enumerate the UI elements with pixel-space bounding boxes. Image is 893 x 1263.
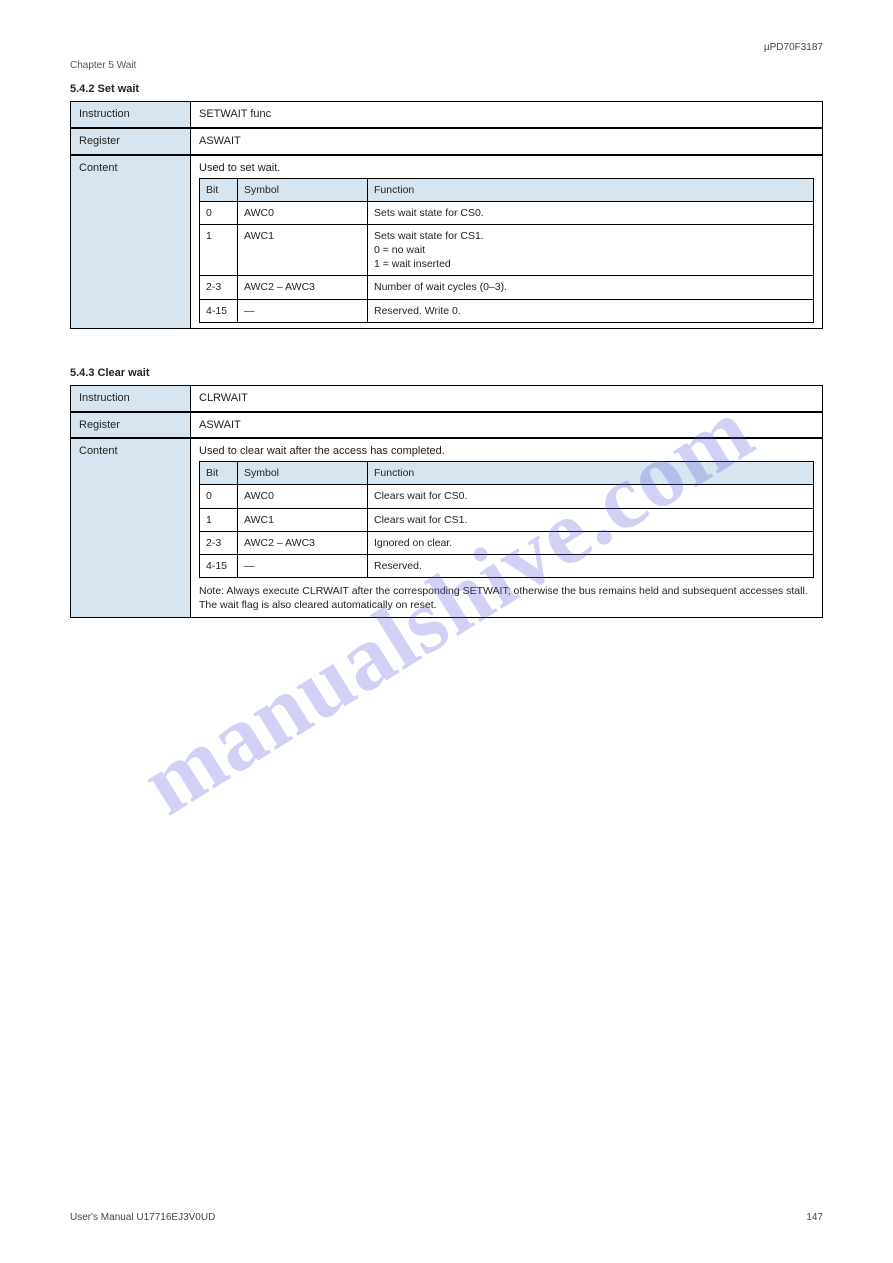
page-body: Chapter 5 Wait 5.4.2 Set wait Instructio… [0, 0, 893, 658]
note-2: Note: Always execute CLRWAIT after the c… [199, 584, 814, 612]
table-row: 1 AWC1 Sets wait state for CS1. 0 = no w… [200, 224, 814, 276]
inner2-h-bit: Bit [200, 462, 238, 485]
table-row: 4-15 — Reserved. Write 0. [200, 299, 814, 322]
footer-right: 147 [806, 1212, 823, 1223]
value-instruction-1: SETWAIT func [191, 102, 823, 128]
table-row: 2-3 AWC2 – AWC3 Ignored on clear. [200, 531, 814, 554]
content-intro-2: Used to clear wait after the access has … [199, 444, 814, 459]
inner2-h-function: Function [368, 462, 814, 485]
label-register-1: Register [71, 128, 191, 155]
table-row: 1 AWC1 Clears wait for CS1. [200, 508, 814, 531]
inner1-body: 0 AWC0 Sets wait state for CS0. 1 AWC1 S… [200, 201, 814, 322]
label-content-2: Content [71, 438, 191, 618]
label-instruction-2: Instruction [71, 385, 191, 411]
label-instruction-1: Instruction [71, 102, 191, 128]
chapter-breadcrumb: Chapter 5 Wait [70, 60, 823, 71]
header-device: µPD70F3187 [764, 42, 823, 53]
content-intro-1: Used to set wait. [199, 161, 814, 176]
inner-table-1: Bit Symbol Function 0 AWC0 Sets wait sta… [199, 178, 814, 323]
value-register-2: ASWAIT [191, 412, 823, 439]
inner-table-2: Bit Symbol Function 0 AWC0 Clears wait f… [199, 461, 814, 578]
label-content-1: Content [71, 155, 191, 329]
table-row: 2-3 AWC2 – AWC3 Number of wait cycles (0… [200, 276, 814, 299]
table-row: 4-15 — Reserved. [200, 554, 814, 577]
table-row: 0 AWC0 Sets wait state for CS0. [200, 201, 814, 224]
table-row: 0 AWC0 Clears wait for CS0. [200, 485, 814, 508]
page-footer: User's Manual U17716EJ3V0UD 147 [70, 1212, 823, 1223]
inner1-h-symbol: Symbol [238, 178, 368, 201]
inner1-h-function: Function [368, 178, 814, 201]
footer-left: User's Manual U17716EJ3V0UD [70, 1212, 215, 1223]
inner2-body: 0 AWC0 Clears wait for CS0. 1 AWC1 Clear… [200, 485, 814, 578]
section-title-1: 5.4.2 Set wait [70, 83, 823, 95]
section-title-2: 5.4.3 Clear wait [70, 367, 823, 379]
inner1-h-bit: Bit [200, 178, 238, 201]
outer-table-1: Instruction SETWAIT func Register ASWAIT… [70, 101, 823, 329]
outer-table-2: Instruction CLRWAIT Register ASWAIT Cont… [70, 385, 823, 619]
value-register-1: ASWAIT [191, 128, 823, 155]
label-register-2: Register [71, 412, 191, 439]
content-cell-1: Used to set wait. Bit Symbol Function 0 … [191, 155, 823, 329]
content-cell-2: Used to clear wait after the access has … [191, 438, 823, 618]
value-instruction-2: CLRWAIT [191, 385, 823, 411]
inner2-h-symbol: Symbol [238, 462, 368, 485]
